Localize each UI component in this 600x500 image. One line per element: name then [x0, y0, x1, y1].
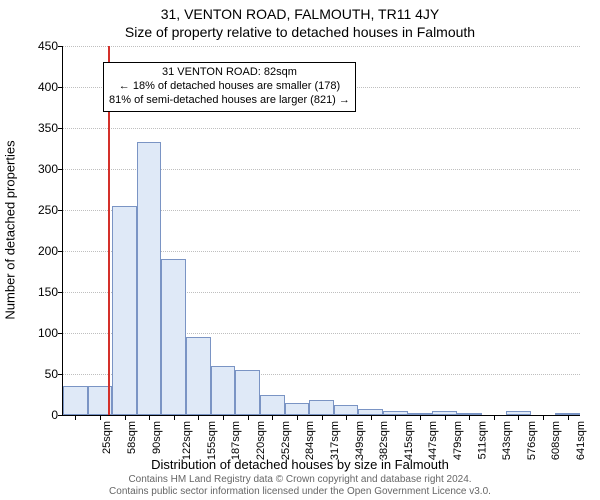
- y-tick-mark: [58, 46, 63, 47]
- x-tick-mark: [346, 415, 347, 420]
- attribution-footer: Contains HM Land Registry data © Crown c…: [0, 474, 600, 497]
- x-tick-label: 479sqm: [452, 421, 464, 460]
- footer-line-2: Contains public sector information licen…: [0, 486, 600, 498]
- x-tick-label: 608sqm: [551, 421, 563, 460]
- x-tick-label: 317sqm: [329, 421, 341, 460]
- annotation-line: 31 VENTON ROAD: 82sqm: [109, 66, 350, 80]
- chart-title-subtitle: Size of property relative to detached ho…: [0, 24, 600, 40]
- annotation-line: ← 18% of detached houses are smaller (17…: [109, 80, 350, 94]
- histogram-bar: [211, 366, 236, 415]
- y-tick-mark: [58, 292, 63, 293]
- x-tick-label: 576sqm: [526, 421, 538, 460]
- y-tick-mark: [58, 169, 63, 170]
- footer-line-1: Contains HM Land Registry data © Crown c…: [0, 474, 600, 486]
- x-tick-mark: [322, 415, 323, 420]
- x-tick-mark: [543, 415, 544, 420]
- chart-title-address: 31, VENTON ROAD, FALMOUTH, TR11 4JY: [0, 6, 600, 22]
- x-tick-mark: [445, 415, 446, 420]
- x-tick-label: 447sqm: [427, 421, 439, 460]
- x-tick-label: 284sqm: [304, 421, 316, 460]
- x-tick-label: 641sqm: [575, 421, 587, 460]
- chart-root: 31, VENTON ROAD, FALMOUTH, TR11 4JY Size…: [0, 0, 600, 500]
- y-tick-label: 400: [2, 80, 58, 94]
- x-tick-mark: [395, 415, 396, 420]
- y-tick-label: 50: [2, 367, 58, 381]
- x-tick-mark: [125, 415, 126, 420]
- x-tick-label: 155sqm: [206, 421, 218, 460]
- annotation-line: 81% of semi-detached houses are larger (…: [109, 94, 350, 108]
- histogram-bar: [186, 337, 211, 415]
- y-tick-label: 150: [2, 285, 58, 299]
- x-tick-mark: [518, 415, 519, 420]
- x-tick-label: 382sqm: [378, 421, 390, 460]
- histogram-bar: [235, 370, 260, 415]
- x-tick-mark: [568, 415, 569, 420]
- x-tick-label: 220sqm: [255, 421, 267, 460]
- y-tick-label: 350: [2, 121, 58, 135]
- y-tick-label: 250: [2, 203, 58, 217]
- y-tick-label: 300: [2, 162, 58, 176]
- histogram-bar: [63, 386, 88, 415]
- histogram-bar: [161, 259, 186, 415]
- x-tick-label: 349sqm: [354, 421, 366, 460]
- x-tick-mark: [469, 415, 470, 420]
- x-tick-mark: [174, 415, 175, 420]
- x-tick-mark: [494, 415, 495, 420]
- x-tick-label: 25sqm: [101, 421, 113, 454]
- x-tick-label: 58sqm: [126, 421, 138, 454]
- plot-area: 31 VENTON ROAD: 82sqm← 18% of detached h…: [62, 46, 580, 416]
- y-tick-mark: [58, 87, 63, 88]
- x-tick-mark: [223, 415, 224, 420]
- y-tick-mark: [58, 415, 63, 416]
- x-tick-label: 122sqm: [181, 421, 193, 460]
- y-tick-mark: [58, 128, 63, 129]
- x-tick-mark: [420, 415, 421, 420]
- y-tick-label: 450: [2, 39, 58, 53]
- histogram-bar: [260, 395, 285, 416]
- x-tick-mark: [272, 415, 273, 420]
- annotation-box: 31 VENTON ROAD: 82sqm← 18% of detached h…: [103, 62, 356, 111]
- y-tick-mark: [58, 374, 63, 375]
- y-tick-label: 100: [2, 326, 58, 340]
- y-tick-label: 0: [2, 408, 58, 422]
- x-tick-mark: [198, 415, 199, 420]
- y-tick-mark: [58, 210, 63, 211]
- histogram-bar: [137, 142, 162, 415]
- x-tick-mark: [297, 415, 298, 420]
- x-tick-label: 415sqm: [403, 421, 415, 460]
- y-tick-mark: [58, 333, 63, 334]
- x-tick-mark: [100, 415, 101, 420]
- x-tick-label: 511sqm: [476, 421, 488, 459]
- x-tick-mark: [371, 415, 372, 420]
- x-tick-mark: [248, 415, 249, 420]
- grid-line: [63, 128, 580, 129]
- x-tick-label: 187sqm: [231, 421, 243, 460]
- x-tick-mark: [75, 415, 76, 420]
- histogram-bar: [285, 403, 310, 415]
- x-tick-label: 90sqm: [151, 421, 163, 454]
- y-tick-label: 200: [2, 244, 58, 258]
- grid-line: [63, 46, 580, 47]
- histogram-bar: [309, 400, 334, 415]
- x-tick-mark: [149, 415, 150, 420]
- histogram-bar: [112, 206, 137, 415]
- x-tick-label: 252sqm: [280, 421, 292, 460]
- histogram-bar: [334, 405, 359, 415]
- y-tick-mark: [58, 251, 63, 252]
- x-tick-label: 543sqm: [501, 421, 513, 460]
